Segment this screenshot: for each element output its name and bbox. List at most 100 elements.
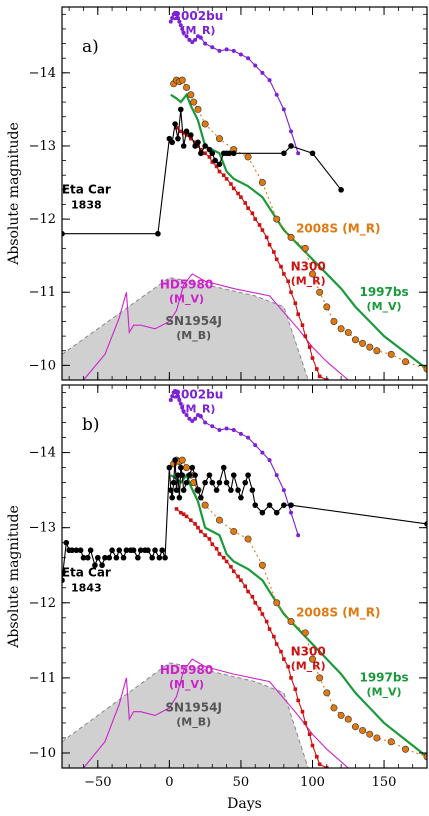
data-point (317, 762, 322, 767)
data-point (172, 121, 178, 127)
annotation-2002bu-sub: (M_R) (180, 403, 215, 416)
data-point (231, 186, 236, 191)
y-tick-label: −13 (29, 139, 56, 154)
data-point (316, 288, 324, 296)
data-point (203, 41, 208, 46)
data-point (202, 143, 208, 149)
data-point (224, 426, 229, 431)
data-point (195, 139, 201, 146)
data-point (180, 487, 187, 493)
data-point (267, 242, 272, 247)
series-hd5980 (83, 658, 349, 768)
data-point (274, 642, 279, 646)
data-point (235, 487, 241, 493)
data-point (84, 554, 91, 561)
data-point (213, 487, 220, 493)
data-point (257, 606, 262, 611)
data-point (366, 730, 374, 738)
data-point (221, 555, 226, 560)
data-point (155, 230, 161, 237)
data-point (273, 215, 281, 223)
data-point (387, 350, 395, 358)
data-point (178, 76, 186, 84)
data-point (296, 698, 300, 703)
plot-frame (61, 384, 428, 769)
data-point (183, 464, 191, 472)
data-point (189, 518, 193, 522)
data-point (193, 416, 198, 421)
data-point (281, 150, 287, 157)
data-point (174, 507, 179, 511)
data-point (198, 414, 203, 419)
data-point (224, 559, 229, 564)
data-point (228, 487, 234, 493)
data-point (175, 394, 180, 399)
data-point (286, 279, 290, 284)
data-point (245, 472, 251, 478)
data-point (178, 401, 183, 406)
series-sn1997bs (170, 92, 427, 370)
data-point (156, 554, 163, 561)
data-point (281, 107, 286, 112)
plot-frame (61, 6, 428, 381)
data-point (317, 374, 322, 379)
data-point (181, 30, 186, 35)
data-point (216, 161, 223, 168)
annotation-N300-sub: (M_R) (291, 274, 326, 287)
data-point (229, 182, 233, 186)
data-point (223, 479, 230, 486)
data-point (402, 745, 410, 753)
data-point (178, 23, 183, 28)
annotation-1997bs: 1997bs (359, 285, 408, 299)
data-point (152, 547, 158, 554)
data-point (196, 144, 200, 148)
x-tick-label: −50 (84, 775, 111, 790)
data-point (178, 464, 184, 471)
data-point (264, 235, 269, 240)
data-point (169, 494, 176, 501)
data-point (94, 554, 101, 561)
data-point (179, 510, 183, 515)
data-point (187, 37, 192, 42)
data-point (250, 211, 255, 216)
annotation-2008S: 2008S (M_R) (296, 221, 380, 236)
data-point (243, 201, 248, 205)
data-point (246, 206, 250, 210)
data-point (80, 554, 87, 561)
data-point (192, 472, 198, 478)
data-point (296, 312, 300, 316)
data-point (174, 12, 179, 17)
data-point (77, 547, 84, 554)
data-point (286, 664, 290, 669)
data-point (180, 26, 185, 31)
data-point (337, 711, 345, 719)
data-point (253, 600, 258, 605)
data-point (189, 136, 193, 141)
y-tick-label: −10 (29, 746, 56, 761)
data-point (130, 547, 137, 554)
annotation-HD5980: HD5980 (160, 278, 213, 292)
data-point (201, 120, 209, 128)
data-point (351, 723, 359, 731)
annotation-HD5980-sub: (M_V) (169, 293, 204, 306)
data-point (224, 47, 229, 52)
data-point (402, 358, 410, 366)
data-point (267, 458, 272, 463)
data-point (293, 687, 298, 691)
data-point (344, 328, 352, 336)
data-point (202, 479, 208, 486)
data-point (184, 133, 189, 137)
data-point (92, 562, 98, 569)
data-point (207, 155, 212, 159)
data-point (300, 323, 305, 327)
data-point (181, 130, 186, 135)
data-point (69, 547, 75, 554)
data-point (303, 334, 308, 338)
data-point (303, 721, 308, 725)
data-point (281, 488, 286, 493)
data-point (116, 547, 123, 554)
data-point (207, 537, 212, 541)
data-point (316, 674, 324, 682)
data-point (230, 472, 237, 478)
data-point (123, 547, 130, 554)
